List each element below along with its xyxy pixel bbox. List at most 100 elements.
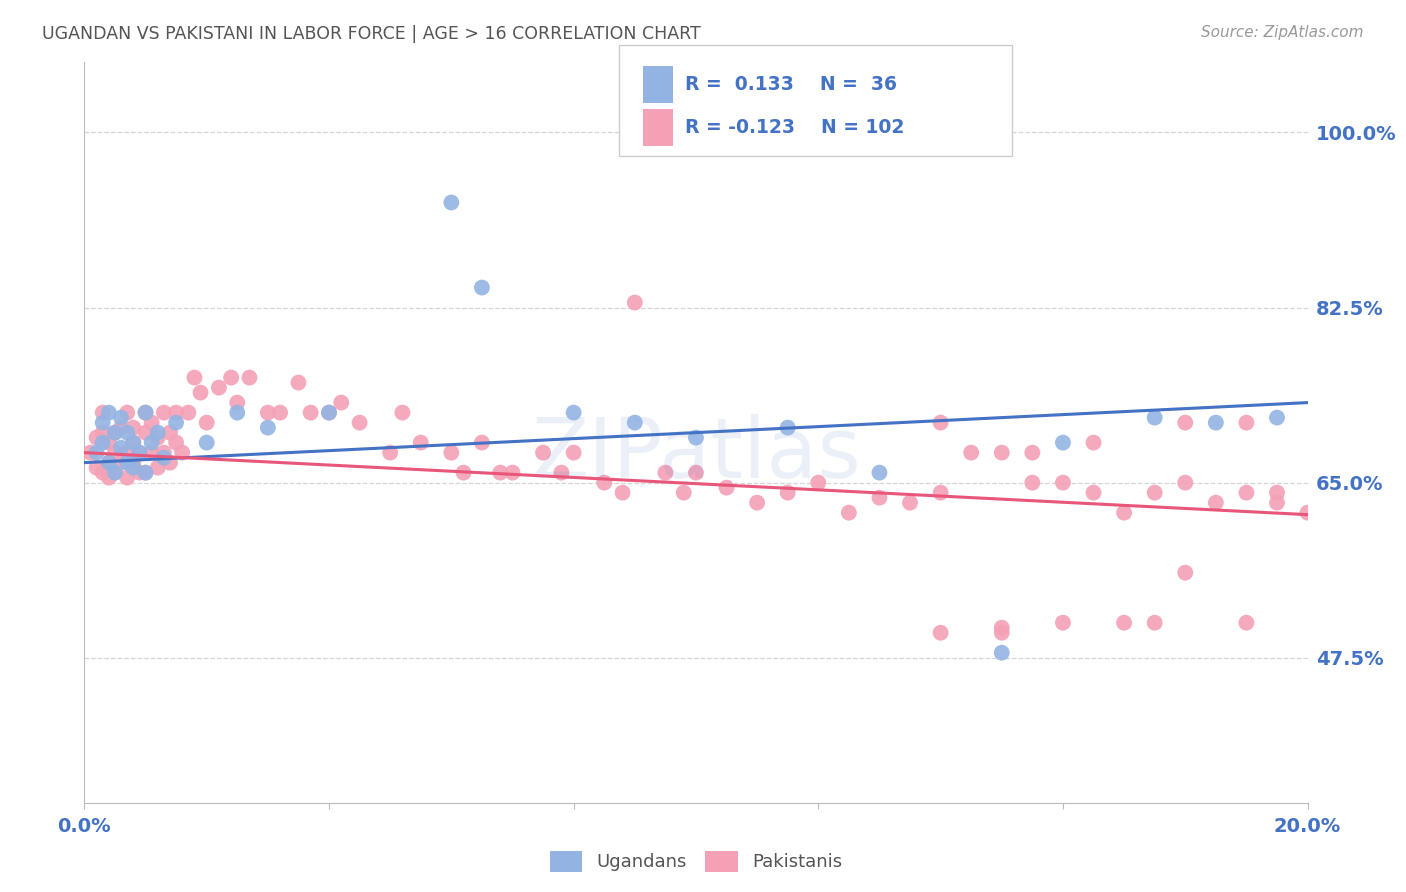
Point	[612, 485, 634, 500]
Point	[471, 280, 494, 294]
Point	[115, 445, 138, 459]
Point	[1143, 410, 1166, 425]
Text: UGANDAN VS PAKISTANI IN LABOR FORCE | AGE > 16 CORRELATION CHART: UGANDAN VS PAKISTANI IN LABOR FORCE | AG…	[42, 25, 702, 43]
Point	[146, 460, 169, 475]
Point	[165, 435, 187, 450]
Point	[685, 431, 707, 445]
Point	[153, 445, 176, 459]
Point	[440, 445, 463, 459]
Point	[1236, 416, 1258, 430]
Point	[97, 406, 120, 420]
Point	[110, 441, 132, 455]
Point	[287, 376, 309, 390]
Point	[91, 435, 114, 450]
Point	[104, 445, 127, 459]
Point	[91, 406, 114, 420]
Point	[1174, 475, 1197, 490]
Point	[115, 470, 138, 484]
Point	[122, 435, 145, 450]
Text: R =  0.133    N =  36: R = 0.133 N = 36	[685, 75, 897, 95]
Point	[776, 485, 799, 500]
Point	[104, 425, 127, 440]
Point	[716, 481, 738, 495]
Point	[91, 425, 114, 440]
Point	[318, 406, 340, 420]
Point	[86, 431, 108, 445]
Point	[1205, 496, 1227, 510]
Point	[685, 466, 707, 480]
Point	[153, 406, 176, 420]
Point	[1083, 485, 1105, 500]
Point	[135, 466, 157, 480]
Point	[1143, 615, 1166, 630]
Point	[1021, 475, 1043, 490]
Point	[110, 420, 132, 434]
Point	[489, 466, 512, 480]
Point	[838, 506, 860, 520]
Point	[1143, 485, 1166, 500]
Point	[135, 466, 157, 480]
Point	[219, 370, 242, 384]
Point	[898, 496, 921, 510]
Point	[146, 431, 169, 445]
Point	[122, 435, 145, 450]
Point	[672, 485, 695, 500]
Point	[502, 466, 524, 480]
Point	[929, 416, 952, 430]
Legend: Ugandans, Pakistanis: Ugandans, Pakistanis	[543, 844, 849, 879]
Point	[110, 456, 132, 470]
Point	[104, 466, 127, 480]
Point	[97, 435, 120, 450]
Point	[593, 475, 616, 490]
Point	[226, 406, 249, 420]
Point	[165, 406, 187, 420]
Point	[97, 456, 120, 470]
Point	[1174, 416, 1197, 430]
Point	[190, 385, 212, 400]
Point	[159, 456, 181, 470]
Text: Source: ZipAtlas.com: Source: ZipAtlas.com	[1201, 25, 1364, 40]
Point	[1083, 435, 1105, 450]
Point	[165, 416, 187, 430]
Point	[122, 460, 145, 475]
Point	[869, 466, 891, 480]
Point	[141, 445, 163, 459]
Point	[86, 460, 108, 475]
Point	[135, 425, 157, 440]
Point	[141, 416, 163, 430]
Point	[1236, 615, 1258, 630]
Point	[654, 466, 676, 480]
Point	[1114, 506, 1136, 520]
Point	[257, 406, 280, 420]
Point	[991, 646, 1014, 660]
Point	[929, 485, 952, 500]
Point	[238, 370, 260, 384]
Point	[115, 456, 138, 470]
Point	[380, 445, 402, 459]
Point	[960, 445, 983, 459]
Point	[122, 456, 145, 470]
Point	[991, 445, 1014, 459]
Point	[172, 445, 194, 459]
Point	[349, 416, 371, 430]
Point	[226, 395, 249, 409]
Point	[991, 625, 1014, 640]
Point	[104, 425, 127, 440]
Point	[122, 420, 145, 434]
Point	[269, 406, 291, 420]
Point	[807, 475, 830, 490]
Point	[141, 435, 163, 450]
Point	[97, 456, 120, 470]
Point	[562, 445, 585, 459]
Point	[929, 625, 952, 640]
Point	[195, 416, 218, 430]
Point	[747, 496, 769, 510]
Point	[177, 406, 200, 420]
Point	[104, 466, 127, 480]
Point	[624, 416, 647, 430]
Point	[91, 416, 114, 430]
Point	[1265, 496, 1288, 510]
Point	[776, 420, 799, 434]
Point	[1052, 435, 1074, 450]
Point	[453, 466, 475, 480]
